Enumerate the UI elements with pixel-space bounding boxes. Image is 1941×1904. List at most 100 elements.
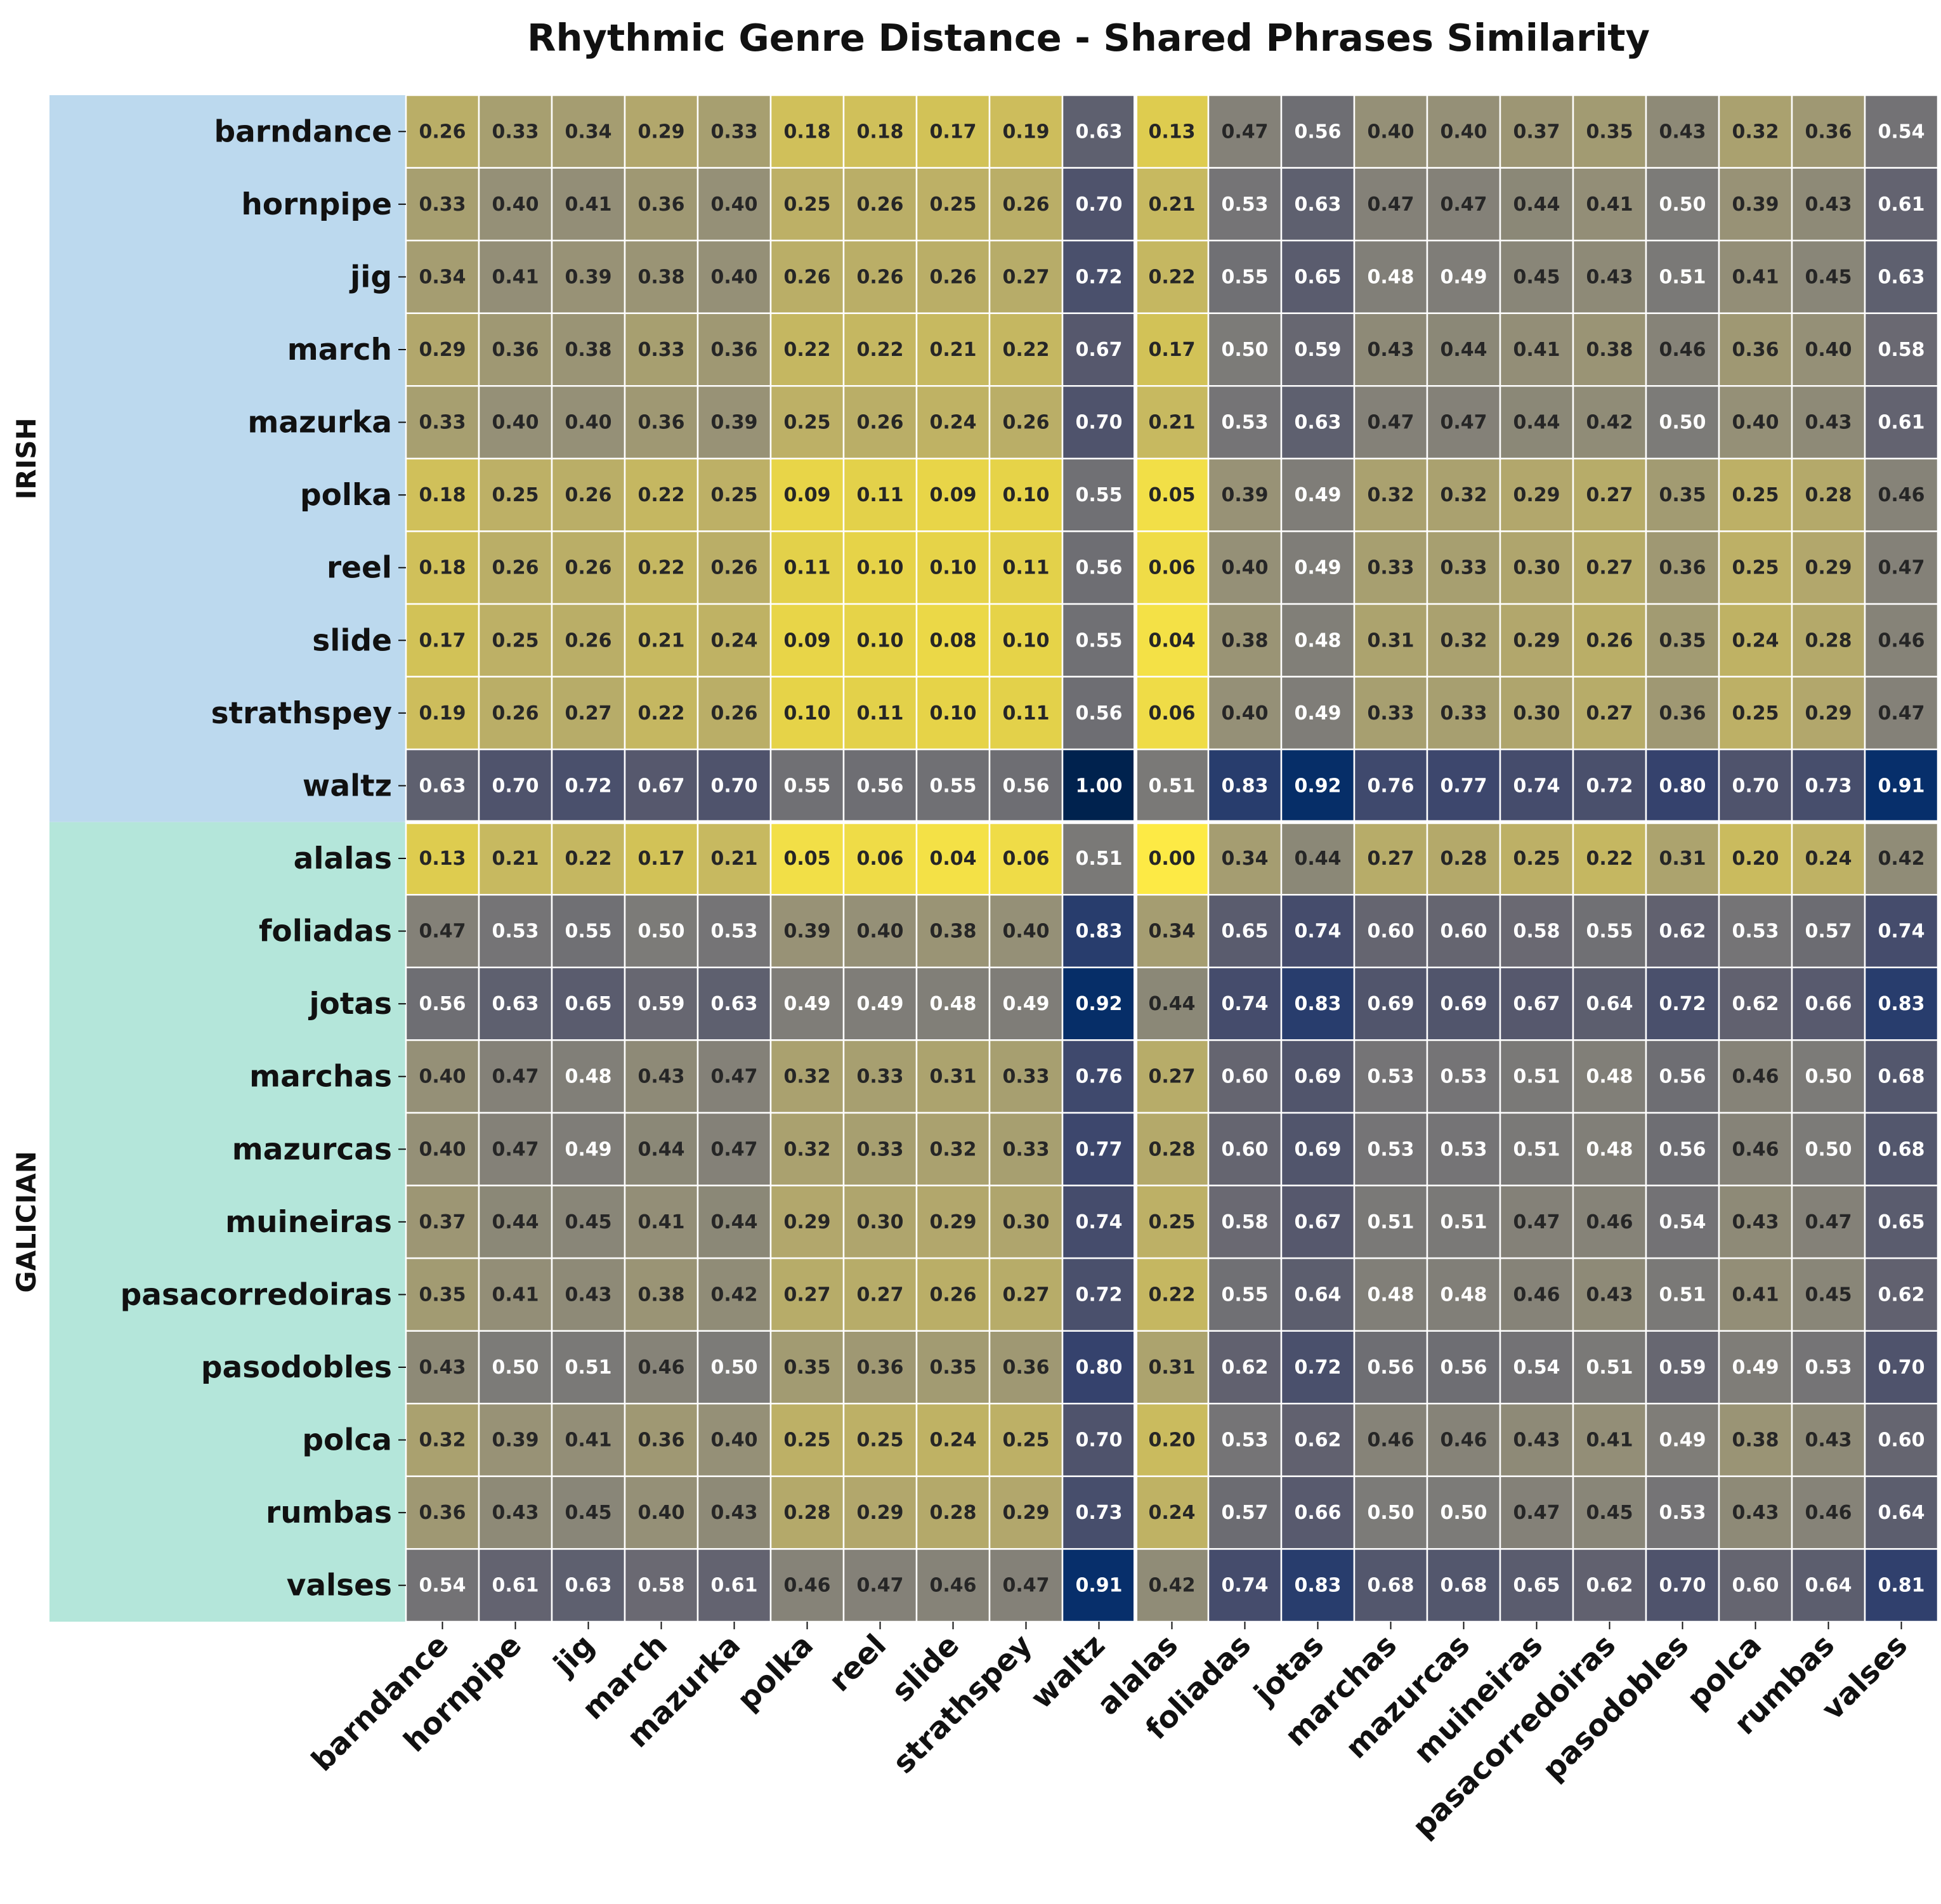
heatmap-cell xyxy=(696,603,772,678)
heatmap-cell xyxy=(769,167,845,242)
cell-value-label: 0.35 xyxy=(1659,484,1706,506)
cell-value-label: 0.43 xyxy=(1732,1211,1779,1233)
cell-value-label: 0.26 xyxy=(856,194,903,216)
heatmap-cell xyxy=(1572,1475,1647,1550)
heatmap-cell xyxy=(1280,94,1356,169)
cell-value-label: 0.46 xyxy=(637,1356,684,1379)
cell-value-label: 0.76 xyxy=(1075,1066,1122,1088)
cell-value-label: 0.06 xyxy=(1148,557,1195,579)
cell-value-label: 0.69 xyxy=(1367,993,1414,1015)
cell-value-label: 0.53 xyxy=(1732,921,1779,943)
heatmap-cell xyxy=(988,603,1064,678)
heatmap-cell xyxy=(551,239,626,314)
row-label: strathspey xyxy=(211,696,392,731)
heatmap-cell xyxy=(1207,312,1283,387)
heatmap-cell xyxy=(405,1330,480,1405)
cell-value-label: 0.54 xyxy=(1659,1211,1706,1233)
cell-value-label: 0.50 xyxy=(637,921,684,943)
heatmap-cell xyxy=(1280,966,1356,1041)
cell-value-label: 0.70 xyxy=(1075,412,1122,434)
cell-value-label: 0.24 xyxy=(1805,848,1852,870)
cell-value-label: 0.06 xyxy=(1148,702,1195,725)
cell-value-label: 0.50 xyxy=(1367,1502,1414,1524)
cell-value-label: 0.43 xyxy=(1586,1284,1633,1306)
heatmap-cell xyxy=(1572,894,1647,969)
heatmap-cell xyxy=(1499,1403,1574,1478)
cell-value-label: 0.33 xyxy=(1367,702,1414,725)
cell-value-label: 0.40 xyxy=(710,1429,757,1452)
cell-value-label: 0.25 xyxy=(1732,557,1779,579)
heatmap-cell xyxy=(1353,1039,1428,1114)
heatmap-cell xyxy=(1645,385,1720,460)
cell-value-label: 0.53 xyxy=(1659,1502,1706,1524)
cell-value-label: 0.19 xyxy=(419,702,466,725)
cell-value-label: 0.83 xyxy=(1294,993,1341,1015)
cell-value-label: 0.29 xyxy=(1513,629,1560,652)
cell-value-label: 0.49 xyxy=(1294,702,1341,725)
heatmap-cell xyxy=(1864,1548,1939,1623)
cell-value-label: 0.41 xyxy=(1586,1429,1633,1452)
heatmap-cell xyxy=(1207,1330,1283,1405)
row-label: mazurcas xyxy=(232,1132,392,1167)
cell-value-label: 0.26 xyxy=(929,266,976,288)
heatmap-cell xyxy=(624,894,699,969)
cell-value-label: 0.21 xyxy=(929,339,976,361)
cell-value-label: 0.62 xyxy=(1878,1284,1925,1306)
heatmap-cell xyxy=(1572,94,1647,169)
cell-value-label: 0.20 xyxy=(1732,848,1779,870)
cell-value-label: 0.48 xyxy=(1586,1138,1633,1160)
row-label: valses xyxy=(287,1568,392,1603)
heatmap-cell xyxy=(405,530,480,605)
heatmap-cell xyxy=(1718,530,1793,605)
cell-value-label: 0.74 xyxy=(1513,775,1560,797)
heatmap-cell xyxy=(1353,603,1428,678)
heatmap-cell xyxy=(1207,1257,1283,1332)
heatmap-cell xyxy=(696,1112,772,1186)
heatmap-cell xyxy=(1499,239,1574,314)
cell-value-label: 0.53 xyxy=(1367,1138,1414,1160)
heatmap-cell xyxy=(842,1403,918,1478)
heatmap-cell xyxy=(1499,1039,1574,1114)
cell-value-label: 0.22 xyxy=(637,557,684,579)
heatmap-cell xyxy=(988,966,1064,1041)
cell-value-label: 0.73 xyxy=(1075,1502,1122,1524)
cell-value-label: 0.46 xyxy=(1586,1211,1633,1233)
cell-value-label: 0.11 xyxy=(856,484,903,506)
heatmap-cells: 0.26 0.33 0.34 0.29 0.33 0.18 0.18 0.17 0.19 0.63… xyxy=(405,94,1939,1623)
row-label: march xyxy=(287,332,392,367)
cell-value-label: 0.32 xyxy=(1732,121,1779,143)
cell-value-label: 0.27 xyxy=(1586,557,1633,579)
cell-value-label: 0.38 xyxy=(637,1284,684,1306)
cell-value-label: 0.53 xyxy=(1440,1138,1487,1160)
heatmap-cell xyxy=(1280,894,1356,969)
cell-value-label: 0.70 xyxy=(1732,775,1779,797)
cell-value-label: 0.36 xyxy=(637,1429,684,1452)
heatmap-cell xyxy=(769,966,845,1041)
cell-value-label: 0.11 xyxy=(783,557,830,579)
heatmap-cell xyxy=(988,821,1064,896)
heatmap-cell xyxy=(1791,1403,1866,1478)
heatmap-cell xyxy=(624,94,699,169)
heatmap-cell xyxy=(551,748,626,823)
cell-value-label: 0.06 xyxy=(856,848,903,870)
cell-value-label: 0.40 xyxy=(1002,921,1049,943)
cell-value-label: 0.31 xyxy=(1659,848,1706,870)
cell-value-label: 0.42 xyxy=(1148,1575,1195,1597)
cell-value-label: 0.49 xyxy=(1440,266,1487,288)
cell-value-label: 0.63 xyxy=(1294,412,1341,434)
cell-value-label: 0.61 xyxy=(1878,412,1925,434)
cell-value-label: 0.47 xyxy=(419,921,466,943)
cell-value-label: 0.33 xyxy=(1367,557,1414,579)
heatmap-cell xyxy=(1134,1475,1210,1550)
cell-value-label: 0.53 xyxy=(1221,1429,1268,1452)
heatmap-cell xyxy=(915,457,991,532)
heatmap-cell xyxy=(1499,894,1574,969)
cell-value-label: 0.27 xyxy=(856,1284,903,1306)
cell-value-label: 0.61 xyxy=(710,1575,757,1597)
heatmap-cell xyxy=(551,676,626,751)
cell-value-label: 0.61 xyxy=(492,1575,539,1597)
heatmap-cell xyxy=(1061,676,1137,751)
cell-value-label: 0.18 xyxy=(856,121,903,143)
heatmap-cell xyxy=(1426,1112,1501,1186)
cell-value-label: 0.35 xyxy=(783,1356,830,1379)
